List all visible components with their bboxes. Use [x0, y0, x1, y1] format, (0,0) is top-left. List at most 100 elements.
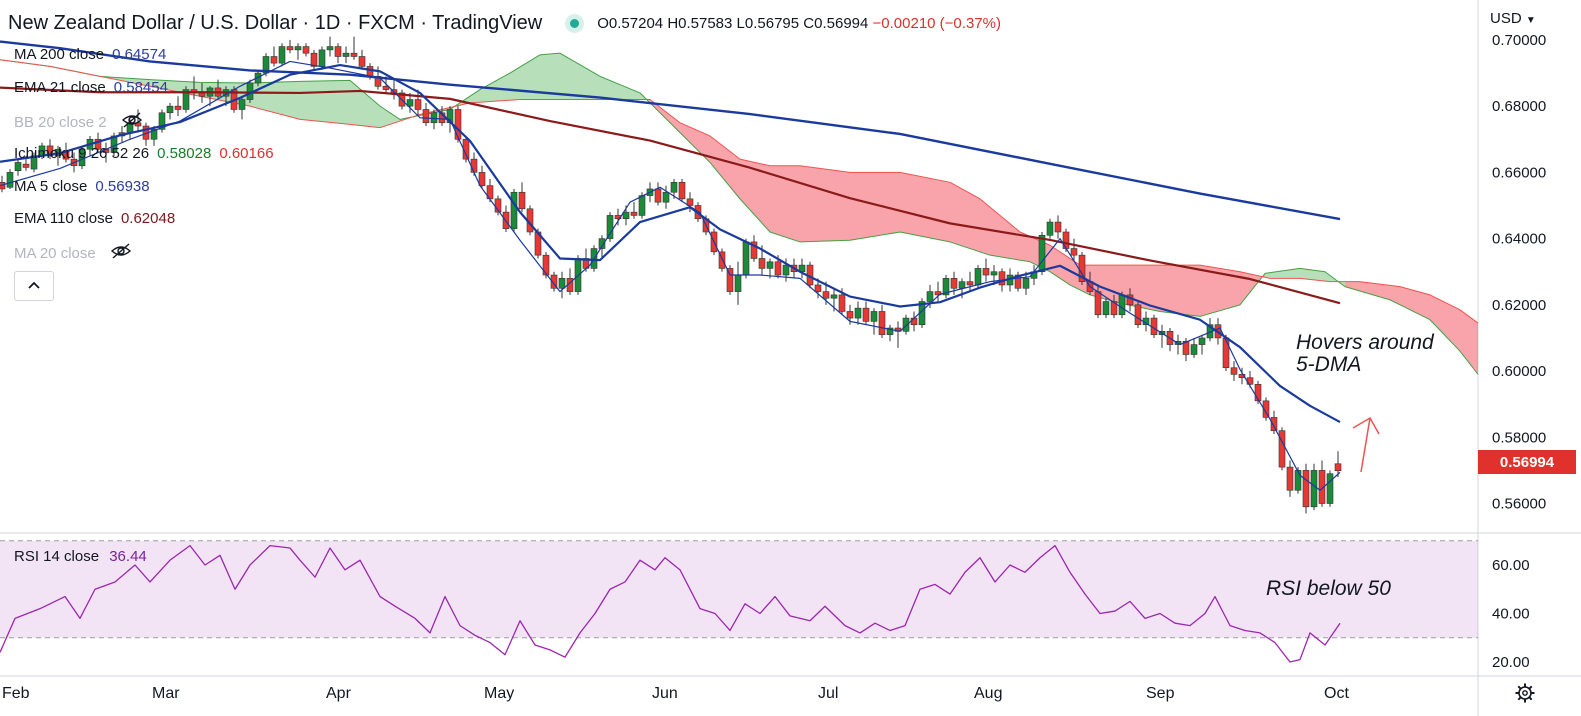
candle-body	[678, 182, 686, 200]
legend-label: MA 200 close	[14, 46, 105, 63]
candle-body	[942, 278, 950, 296]
candle-body	[902, 317, 910, 332]
arrow-up-icon	[1352, 416, 1380, 435]
ichimoku-cloud-segment	[1360, 281, 1390, 300]
candle-body	[382, 85, 390, 90]
candle-body	[886, 327, 894, 335]
candle-body	[782, 264, 790, 276]
candle-body	[14, 162, 22, 172]
collapse-legend-button[interactable]	[14, 271, 54, 301]
candle-body	[1222, 337, 1230, 369]
ichimoku-cloud-segment	[990, 207, 1020, 261]
rsi-band	[0, 540, 1478, 638]
rsi-annotation: RSI below 50	[1266, 577, 1391, 600]
ichimoku-cloud-segment	[470, 89, 480, 103]
candle-body	[726, 268, 734, 292]
candle-body	[1022, 278, 1030, 289]
candle-body	[1094, 291, 1102, 316]
legend-ichimoku[interactable]: Ichimoku 9 26 52 26 0.58028 0.60166	[14, 145, 282, 162]
candle-body	[966, 281, 974, 286]
legend-value: 0.56938	[95, 178, 150, 195]
ema110-line	[0, 86, 1341, 305]
candle-body	[1310, 470, 1318, 508]
candle-body	[150, 129, 158, 140]
candle-body	[686, 198, 694, 206]
ichimoku-cloud-segment	[1270, 268, 1300, 279]
gear-icon[interactable]	[1514, 682, 1536, 709]
candle-body	[934, 291, 942, 296]
rsi-line	[0, 544, 1341, 663]
currency-selector[interactable]: USD ▼	[1490, 10, 1536, 27]
ichimoku-lead-b-line	[0, 59, 1479, 324]
candle-body	[510, 191, 518, 229]
rsi-tick-label: 20.00	[1492, 654, 1530, 671]
candle-body	[870, 311, 878, 322]
price-tick-label: 0.66000	[1492, 164, 1546, 181]
ichimoku-cloud-segment	[1325, 271, 1330, 282]
ichimoku-cloud-segment	[510, 66, 520, 101]
candle-body	[0, 182, 6, 190]
ichimoku-cloud-segment	[1390, 285, 1400, 305]
candle-body	[550, 274, 558, 289]
ichimoku-lead-a-line	[0, 52, 1479, 375]
candle-body	[630, 211, 638, 216]
candle-body	[862, 307, 870, 322]
rsi-legend[interactable]: RSI 14 close 36.44	[14, 548, 147, 565]
candle-body	[1054, 221, 1062, 233]
legend-ma20[interactable]: MA 20 close	[14, 243, 132, 263]
candle-body	[1070, 248, 1078, 256]
candle-body	[430, 112, 438, 124]
legend-bb20[interactable]: BB 20 close 2	[14, 112, 143, 132]
candle-body	[774, 261, 782, 276]
symbol-title[interactable]: New Zealand Dollar / U.S. Dollar · 1D · …	[8, 11, 543, 34]
time-axis-label: Jun	[652, 685, 678, 702]
ichimoku-cloud-segment	[540, 53, 560, 100]
price-tick-label: 0.62000	[1492, 297, 1546, 314]
time-axis-label: Feb	[2, 685, 30, 702]
candle-body	[174, 105, 182, 110]
time-axis-label: Mar	[152, 685, 180, 702]
candle-body	[350, 52, 358, 57]
candle-body	[1334, 463, 1342, 472]
candle-body	[278, 46, 286, 64]
legend-ema110[interactable]: EMA 110 close 0.62048	[14, 210, 183, 227]
ichimoku-cloud-segment	[740, 159, 770, 232]
candle-body	[1046, 221, 1054, 236]
close-value: C0.56994	[803, 14, 869, 32]
candle-body	[990, 271, 998, 276]
candle-body	[958, 281, 966, 289]
ichimoku-cloud-segment	[680, 122, 710, 163]
candle-body	[766, 261, 774, 269]
dma-annotation: Hovers around 5-DMA	[1296, 332, 1434, 376]
change-value: −0.00210 (−0.37%)	[872, 14, 1001, 32]
legend-value: 0.58454	[113, 79, 168, 96]
ichimoku-cloud-segment	[1265, 272, 1270, 279]
chevron-down-icon: ▼	[1525, 15, 1536, 26]
candle-body	[1326, 473, 1334, 504]
candle-body	[974, 268, 982, 286]
eye-hidden-icon[interactable]	[110, 243, 132, 263]
candle-body	[454, 109, 462, 140]
price-tick-label: 0.68000	[1492, 98, 1546, 115]
market-status-dot	[570, 18, 580, 28]
ema21-line	[0, 63, 1341, 424]
candle-body	[46, 145, 54, 157]
legend-ema21[interactable]: EMA 21 close 0.58454	[14, 79, 176, 96]
candle-body	[270, 56, 278, 64]
candle-body	[6, 172, 14, 188]
ohlc-readout: O0.57204 H0.57583 L0.56795 C0.56994 −0.0…	[597, 15, 1001, 32]
ichimoku-cloud-segment	[950, 182, 980, 252]
ichimoku-cloud-segment	[600, 76, 640, 100]
eye-hidden-icon[interactable]	[121, 112, 143, 132]
candle-body	[366, 66, 374, 77]
candle-body	[814, 284, 822, 292]
legend-ma5[interactable]: MA 5 close 0.56938	[14, 178, 158, 195]
candle-body	[310, 52, 318, 67]
arrow-up-icon	[1360, 417, 1371, 473]
candle-body	[638, 195, 646, 216]
time-axis-label: Aug	[974, 685, 1002, 702]
candle-body	[1238, 374, 1246, 378]
currency-label: USD	[1490, 10, 1522, 27]
legend-ma200[interactable]: MA 200 close 0.64574	[14, 46, 174, 63]
